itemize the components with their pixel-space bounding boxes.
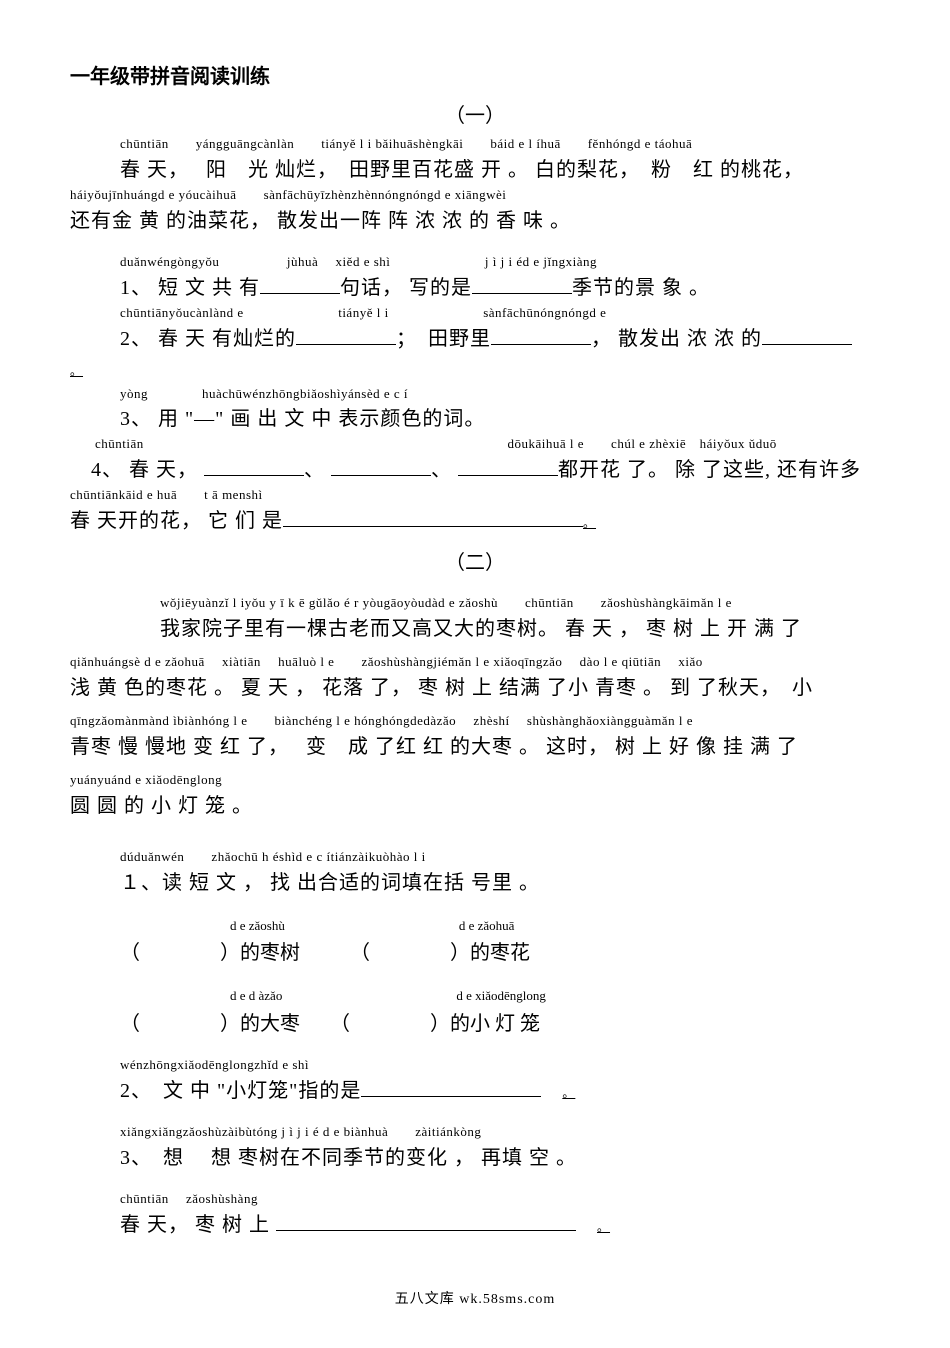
s1-q4-text-b: 都开花 了。 除 了这些, 还有许多 xyxy=(558,459,861,481)
s1-para1-pinyin: chūntiān yángguāngcànlàn tiányě l i bǎih… xyxy=(120,136,880,153)
blank[interactable] xyxy=(458,475,558,476)
s1-q2-end: 。 xyxy=(70,356,880,382)
s2-para4-chinese: 圆 圆 的 小 灯 笼 。 xyxy=(70,793,880,819)
s1-q3-chinese: 3、 用 "—" 画 出 文 中 表示颜色的词。 xyxy=(120,406,880,432)
blank[interactable] xyxy=(296,344,396,345)
footer-text: 五八文库 wk.58sms.com xyxy=(70,1288,880,1308)
s1-q2-text-a: 2、 春 天 有灿烂的 xyxy=(120,328,296,350)
blank[interactable] xyxy=(491,344,591,345)
s1-para1-chinese: 春 天， 阳 光 灿烂， 田野里百花盛 开 。 白的梨花， 粉 红 的桃花， xyxy=(120,157,880,183)
s1-q4-pinyin-b: dōukāihuā l e chúl e zhèxiē háiyǒux ǔduō xyxy=(508,436,777,451)
period-underline: 。 xyxy=(70,364,83,378)
s2-q1a-chinese-1: （ ）的枣树 xyxy=(120,942,300,964)
s2-q3-chinese: 3、 想 想 枣树在不同季节的变化 ， 再填 空 。 xyxy=(120,1145,880,1171)
s2-q1a-pinyin-row: d e zǎoshù d e zǎohuā xyxy=(70,916,880,937)
s2-para1-chinese: 我家院子里有一棵古老而又高又大的枣树。 春 天 ， 枣 树 上 开 满 了 xyxy=(160,616,880,642)
s1-q3-pinyin: yòng huàchūwénzhōngbiǎoshìyánsèd e c í xyxy=(120,386,880,403)
s2-q2-chinese: 2、 文 中 "小灯笼"指的是 。 xyxy=(120,1078,880,1104)
blank[interactable] xyxy=(204,475,304,476)
s2-q1b-pinyin-row: d e d àzǎo d e xiǎodēnglong xyxy=(70,986,880,1007)
s1-q2-chinese: 2、 春 天 有灿烂的 ； 田野里 ， 散发出 浓 浓 的 xyxy=(120,326,880,352)
s2-para3-chinese: 青枣 慢 慢地 变 红 了， 变 成 了红 红 的大枣 。 这时， 树 上 好 … xyxy=(70,734,880,760)
blank[interactable] xyxy=(331,475,431,476)
s1-q4-chinese: 4、 春 天， 、 、 都开花 了。 除 了这些, 还有许多 xyxy=(70,457,880,483)
s1-q5-chinese: 春 天开的花， 它 们 是 。 xyxy=(70,508,880,534)
s1-q2-text-c: ， 散发出 浓 浓 的 xyxy=(591,328,762,350)
s1-q5-pinyin: chūntiānkāid e huā t ā menshì xyxy=(70,487,880,504)
s2-para2-chinese: 浅 黄 色的枣花 。 夏 天 ， 花落 了， 枣 树 上 结满 了小 青枣 。 … xyxy=(70,675,880,701)
section-1-number: （一） xyxy=(70,99,880,128)
s2-para3-pinyin: qīngzǎomànmànd ìbiànhóng l e biànchéng l… xyxy=(70,713,880,730)
s1-q1-text-b: 句话， 写的是 xyxy=(340,277,472,299)
s2-q1b-pinyin-1: d e d àzǎo xyxy=(230,988,282,1003)
s2-q1-pinyin: dúduǎnwén zhǎochū h éshìd e c ítiánzàiku… xyxy=(120,849,880,866)
s1-q2-pinyin: chūntiānyǒucànlànd e tiányě l i sànfāchū… xyxy=(120,305,880,322)
s1-q1-text-c: 季节的景 象 。 xyxy=(572,277,710,299)
s2-q1a-pinyin-2: d e zǎohuā xyxy=(459,918,515,933)
s1-q4-pinyin: chūntiān dōukāihuā l e chúl e zhèxiē hái… xyxy=(70,436,880,453)
s2-q1b-chinese-row: （ ）的大枣 （ ）的小 灯 笼 xyxy=(120,1011,880,1037)
period-underline: 。 xyxy=(562,1086,575,1100)
s2-para1-pinyin: wǒjiēyuànzǐ l iyǒu y ī k ē gǔlǎo é r yòu… xyxy=(160,595,880,612)
period-underline: 。 xyxy=(597,1220,610,1234)
s1-q1-chinese: 1、 短 文 共 有 句话， 写的是 季节的景 象 。 xyxy=(120,275,880,301)
section-2-number: （二） xyxy=(70,546,880,575)
blank[interactable] xyxy=(260,293,340,294)
s2-q4-text: 春 天， 枣 树 上 xyxy=(120,1214,270,1236)
s1-q5-text: 春 天开的花， 它 们 是 xyxy=(70,510,283,532)
s2-q1b-chinese-1: （ ）的大枣 xyxy=(120,1013,300,1035)
s1-para2-chinese: 还有金 黄 的油菜花， 散发出一阵 阵 浓 浓 的 香 味 。 xyxy=(70,208,880,234)
s2-q4-pinyin: chūntiān zǎoshùshàng xyxy=(120,1191,880,1208)
page-title: 一年级带拼音阅读训练 xyxy=(70,60,880,89)
s2-para2-pinyin: qiǎnhuángsè d e zǎohuā xiàtiān huāluò l … xyxy=(70,654,880,671)
s1-q1-text-a: 1、 短 文 共 有 xyxy=(120,277,260,299)
s2-q4-chinese: 春 天， 枣 树 上 。 xyxy=(120,1212,880,1238)
s2-para4-pinyin: yuányuánd e xiǎodēnglong xyxy=(70,772,880,789)
s2-q2-pinyin: wénzhōngxiǎodēnglongzhǐd e shì xyxy=(120,1057,880,1074)
s2-q1b-chinese-2: （ ）的小 灯 笼 xyxy=(340,1013,540,1035)
s2-q1a-chinese-row: （ ）的枣树 （ ）的枣花 xyxy=(120,940,880,966)
period-underline: 。 xyxy=(583,516,596,530)
blank[interactable] xyxy=(472,293,572,294)
s1-q4-text-a: 4、 春 天， xyxy=(91,459,198,481)
s2-q1b-pinyin-2: d e xiǎodēnglong xyxy=(456,988,546,1003)
s2-q1a-pinyin-1: d e zǎoshù xyxy=(230,918,285,933)
s1-q2-text-b: ； 田野里 xyxy=(396,328,491,350)
blank[interactable] xyxy=(276,1230,576,1231)
s2-q1-chinese: １、读 短 文 ， 找 出合适的词填在括 号里 。 xyxy=(120,870,880,896)
s1-para2-pinyin: háiyǒujīnhuángd e yóucàihuā sànfāchūyīzh… xyxy=(70,187,880,204)
s2-q3-pinyin: xiǎngxiǎngzǎoshùzàibùtóng j ì j i é d e … xyxy=(120,1124,880,1141)
blank[interactable] xyxy=(361,1096,541,1097)
s2-q2-text: 2、 文 中 "小灯笼"指的是 xyxy=(120,1080,361,1102)
s2-q1a-chinese-2: （ ）的枣花 xyxy=(360,942,530,964)
blank[interactable] xyxy=(283,526,583,527)
blank[interactable] xyxy=(762,344,852,345)
s1-q4-pinyin-a: chūntiān xyxy=(95,436,144,451)
s1-q1-pinyin: duǎnwéngòngyǒu jùhuà xiěd e shì j ì j i … xyxy=(120,254,880,271)
